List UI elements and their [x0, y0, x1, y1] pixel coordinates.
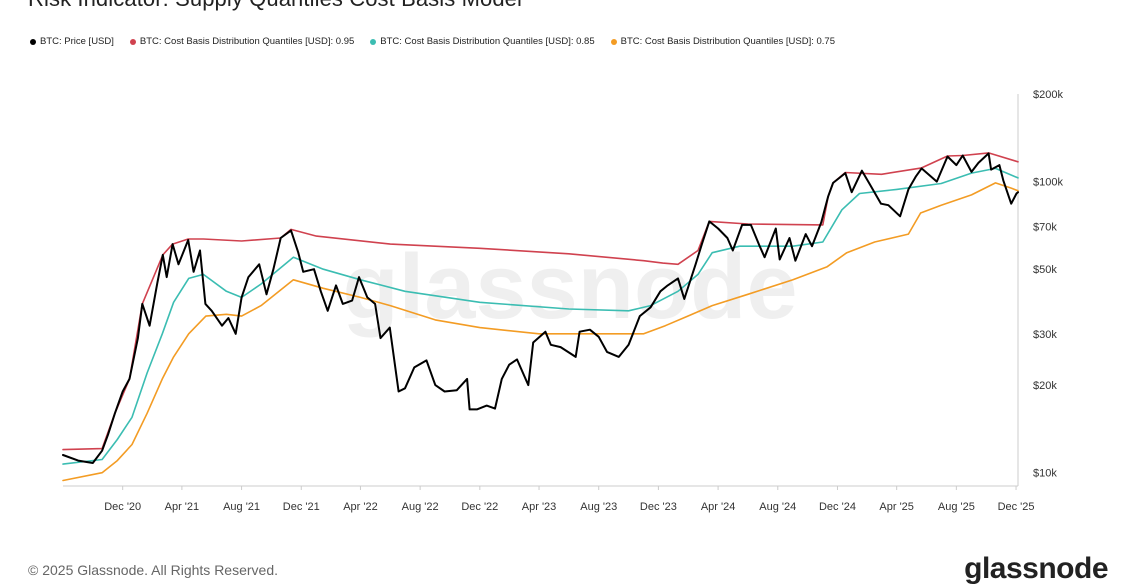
x-tick-label: Aug '22 [402, 501, 439, 513]
series-line-q85[interactable] [62, 167, 1019, 465]
x-tick-label: Aug '21 [223, 501, 260, 513]
x-tick-label: Aug '23 [580, 501, 617, 513]
x-tick-label: Aug '24 [759, 501, 796, 513]
y-tick-label: $20k [1033, 380, 1057, 392]
chart-watermark: glassnode [342, 236, 797, 338]
legend-dot-q95 [129, 38, 136, 45]
legend-label-q95: BTC: Cost Basis Distribution Quantiles [… [139, 36, 355, 47]
series-line-q75[interactable] [62, 182, 1019, 482]
legend-label-q85: BTC: Cost Basis Distribution Quantiles [… [380, 36, 595, 47]
x-tick-label: Dec '24 [819, 501, 856, 513]
legend-item-q85[interactable]: BTC: Cost Basis Distribution Quantiles [… [370, 36, 595, 47]
x-tick-label: Dec '21 [283, 501, 320, 513]
y-tick-label: $200k [1033, 89, 1063, 101]
chart-plot[interactable]: glassnode $10k $20k $30k $50k $70k $100k $200k… [0, 0, 1140, 570]
x-tick-label: Dec '23 [640, 501, 677, 513]
x-tick-label: Aug '25 [938, 501, 975, 513]
x-tick-label: Dec '25 [998, 501, 1035, 513]
legend-item-q95[interactable]: BTC: Cost Basis Distribution Quantiles [… [129, 36, 355, 47]
x-tick-label: Dec '20 [104, 501, 141, 513]
legend-dot-q85 [370, 38, 377, 45]
y-tick-label: $30k [1033, 329, 1057, 341]
legend-item-price[interactable]: BTC: Price [USD] [30, 36, 114, 47]
y-tick-label: $50k [1033, 264, 1057, 276]
chart-title: Risk Indicator: Supply Quantiles Cost Ba… [28, 0, 522, 12]
legend-dot-q75 [610, 38, 617, 45]
copyright-footer: © 2025 Glassnode. All Rights Reserved. [28, 562, 279, 578]
x-tick-label: Apr '24 [701, 501, 736, 513]
y-tick-label: $100k [1033, 177, 1063, 189]
x-tick-label: Dec '22 [461, 501, 498, 513]
x-tick-label: Apr '22 [343, 501, 378, 513]
legend-label-q75: BTC: Cost Basis Distribution Quantiles [… [620, 36, 835, 47]
x-tick-label: Apr '25 [879, 501, 914, 513]
brand-logo: glassnode [964, 552, 1108, 585]
x-tick-label: Apr '21 [165, 501, 200, 513]
legend-item-q75[interactable]: BTC: Cost Basis Distribution Quantiles [… [610, 36, 835, 47]
legend-dot-price [30, 38, 36, 45]
series-line-q95[interactable] [62, 152, 1019, 451]
x-tick-label: Apr '23 [522, 501, 557, 513]
series-line-price[interactable] [62, 152, 1019, 464]
y-tick-label: $70k [1033, 222, 1057, 234]
legend-label-price: BTC: Price [USD] [40, 36, 114, 47]
chart-legend: BTC: Price [USD] BTC: Cost Basis Distrib… [30, 36, 835, 47]
y-tick-label: $10k [1033, 468, 1057, 480]
